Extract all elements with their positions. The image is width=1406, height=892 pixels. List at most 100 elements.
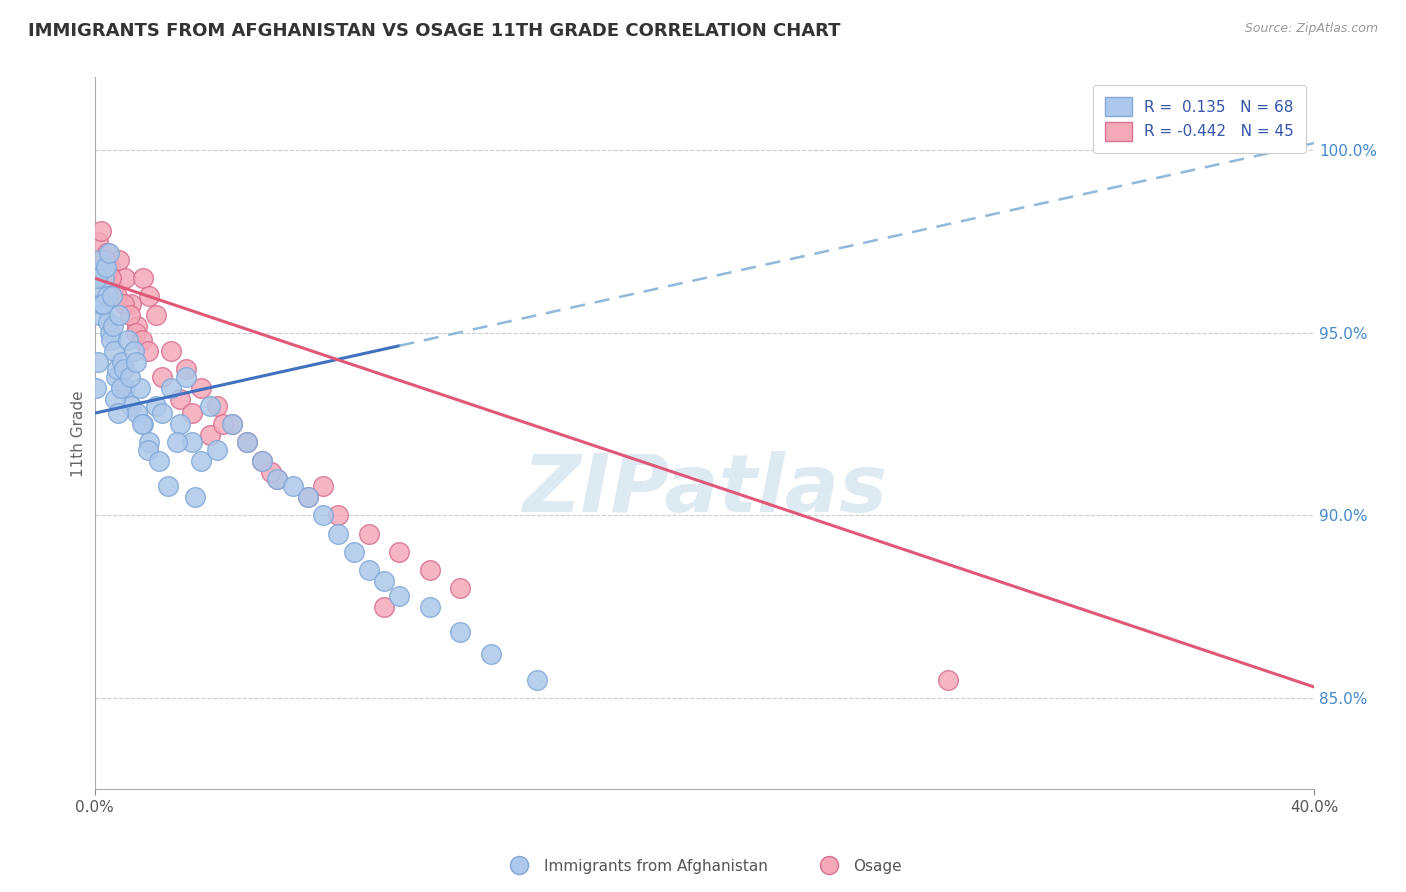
Point [129, 381, 152, 395]
Point [118, 369, 141, 384]
Y-axis label: 11th Grade: 11th Grade [72, 390, 86, 476]
Point [236, 435, 259, 450]
Point [103, 344, 125, 359]
Point [200, 428, 222, 442]
Point [96, 289, 118, 303]
Point [125, 326, 148, 340]
Point [138, 289, 160, 303]
Point [98, 245, 121, 260]
Point [181, 435, 204, 450]
Point [138, 435, 160, 450]
Point [93, 271, 115, 285]
Point [297, 490, 319, 504]
Point [100, 333, 122, 347]
Point [107, 362, 129, 376]
Point [90, 224, 112, 238]
Point [252, 453, 274, 467]
Point [91, 296, 114, 310]
Point [131, 333, 153, 347]
Point [200, 399, 222, 413]
Point [90, 296, 112, 310]
Point [86, 271, 108, 285]
Point [114, 381, 136, 395]
Point [419, 599, 441, 614]
Point [190, 453, 212, 467]
Point [312, 508, 335, 523]
Point [526, 673, 548, 687]
Point [181, 406, 204, 420]
Point [281, 479, 304, 493]
Point [184, 490, 207, 504]
Point [373, 599, 395, 614]
Point [297, 490, 319, 504]
Point [132, 417, 155, 432]
Point [132, 271, 155, 285]
Point [127, 406, 149, 420]
Point [117, 333, 139, 347]
Point [156, 479, 179, 493]
Point [107, 289, 129, 303]
Point [159, 381, 181, 395]
Point [388, 589, 411, 603]
Point [221, 417, 243, 432]
Point [89, 252, 111, 267]
Point [86, 355, 108, 369]
Point [127, 318, 149, 333]
Point [211, 417, 233, 432]
Point [150, 406, 173, 420]
Point [114, 362, 136, 376]
Point [114, 271, 136, 285]
Point [148, 453, 170, 467]
Legend: Immigrants from Afghanistan, Osage: Immigrants from Afghanistan, Osage [498, 853, 908, 880]
Point [110, 381, 132, 395]
Point [98, 260, 121, 275]
Point [169, 417, 191, 432]
Point [94, 260, 117, 275]
Point [101, 282, 124, 296]
Point [120, 296, 142, 310]
Point [96, 245, 118, 260]
Point [343, 545, 366, 559]
Point [145, 399, 167, 413]
Point [936, 673, 959, 687]
Point [125, 355, 148, 369]
Point [101, 289, 124, 303]
Point [136, 442, 159, 457]
Point [101, 318, 124, 333]
Point [84, 381, 107, 395]
Point [252, 453, 274, 467]
Point [120, 399, 142, 413]
Point [131, 417, 153, 432]
Point [108, 252, 131, 267]
Point [419, 563, 441, 577]
Point [94, 252, 117, 267]
Point [357, 526, 380, 541]
Point [89, 308, 111, 322]
Text: IMMIGRANTS FROM AFGHANISTAN VS OSAGE 11TH GRADE CORRELATION CHART: IMMIGRANTS FROM AFGHANISTAN VS OSAGE 11T… [28, 22, 841, 40]
Point [159, 344, 181, 359]
Point [166, 435, 188, 450]
Point [145, 308, 167, 322]
Point [388, 545, 411, 559]
Point [96, 260, 118, 275]
Point [357, 563, 380, 577]
Point [373, 574, 395, 588]
Point [328, 526, 350, 541]
Point [236, 435, 259, 450]
Point [93, 271, 115, 285]
Point [107, 406, 129, 420]
Point [150, 369, 173, 384]
Point [205, 442, 228, 457]
Point [174, 362, 197, 376]
Point [169, 392, 191, 406]
Point [449, 582, 471, 596]
Point [100, 271, 122, 285]
Point [98, 326, 121, 340]
Point [104, 392, 127, 406]
Point [108, 308, 131, 322]
Point [449, 625, 471, 640]
Point [111, 355, 134, 369]
Point [104, 369, 127, 384]
Point [266, 472, 288, 486]
Point [328, 508, 350, 523]
